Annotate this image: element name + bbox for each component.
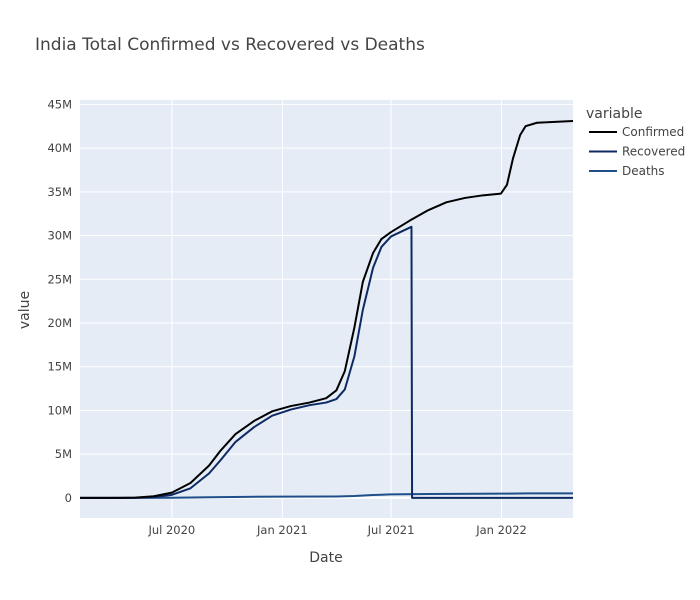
series-line-recovered [79,225,573,499]
y-tick-label: 40M [47,141,72,155]
plot-area [80,100,573,518]
legend: variable Confirmed Recovered Deaths [586,106,685,178]
y-tick-label: 35M [47,185,72,199]
chart-title: India Total Confirmed vs Recovered vs De… [35,35,425,55]
legend-item-confirmed[interactable]: Confirmed [622,125,684,139]
legend-item-recovered[interactable]: Recovered [622,145,685,159]
x-tick-label: Jan 2022 [475,523,527,537]
x-tick-label: Jan 2021 [256,523,308,537]
series-line-confirmed [79,119,574,499]
legend-item-deaths[interactable]: Deaths [622,164,665,178]
y-tick-label: 20M [47,316,72,330]
y-axis-label: value [17,291,33,329]
x-tick-label: Jul 2021 [367,523,415,537]
y-tick-label: 0 [65,491,72,505]
legend-title: variable [586,106,642,122]
x-axis-label: Date [309,550,342,566]
series-lines [79,119,574,499]
series-line-deaths [79,492,574,499]
y-tick-label: 30M [47,229,72,243]
gridlines [80,100,573,518]
y-tick-label: 45M [47,97,72,111]
y-tick-label: 5M [55,447,72,461]
y-axis-ticks: 0 5M 10M 15M 20M 25M 30M 35M 40M 45M [47,97,72,505]
x-tick-label: Jul 2020 [147,523,195,537]
y-tick-label: 15M [47,360,72,374]
y-tick-label: 10M [47,403,72,417]
x-axis-ticks: Jul 2020 Jan 2021 Jul 2021 Jan 2022 [147,523,526,537]
y-tick-label: 25M [47,272,72,286]
